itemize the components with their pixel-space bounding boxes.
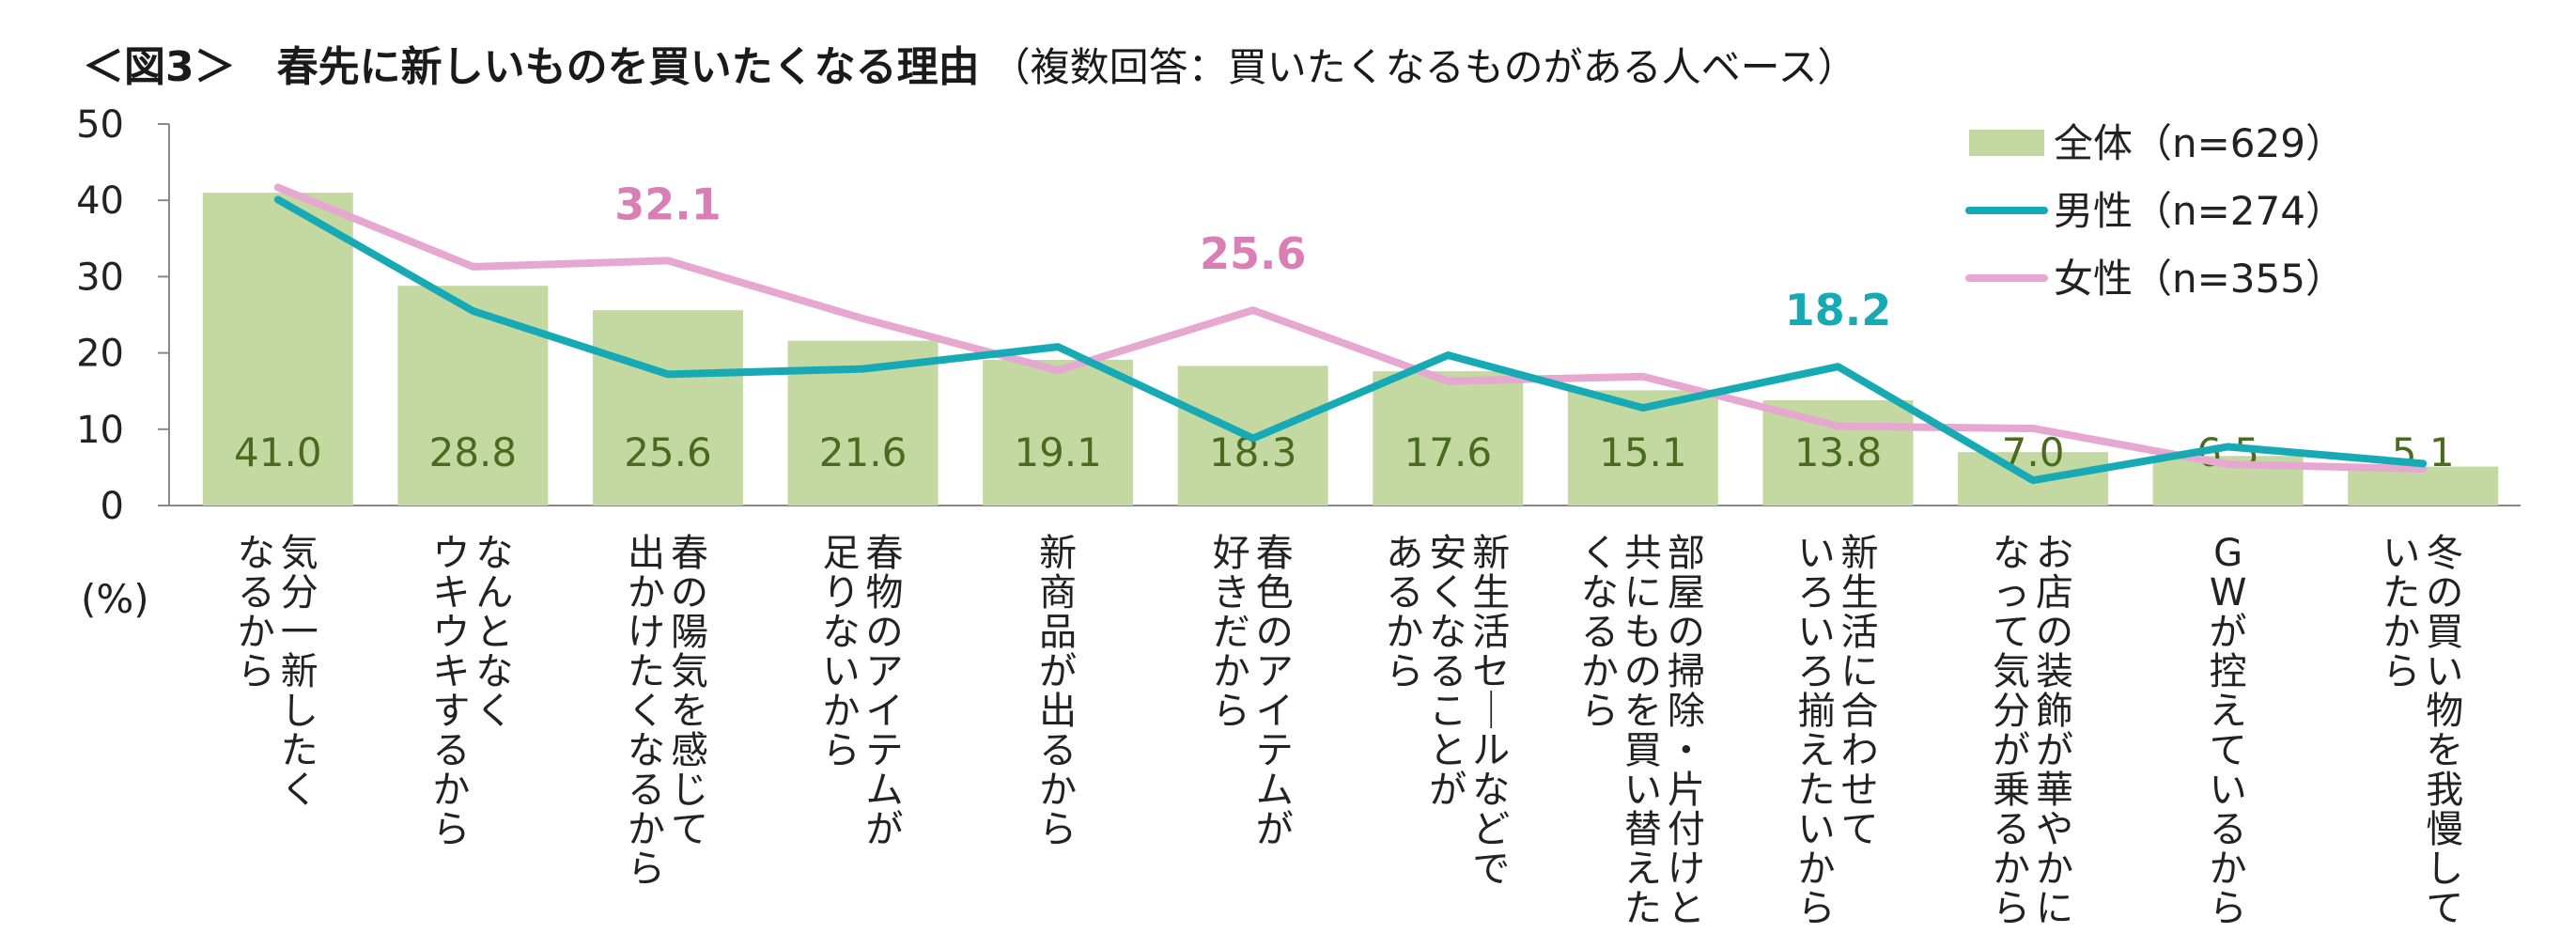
chart-title-note: （複数回答：買いたくなるものがある人ベース） (991, 44, 1857, 90)
x-tick-label-line: なるから (238, 532, 275, 693)
female-point-5 (1056, 368, 1061, 373)
female-point-7 (1446, 379, 1451, 383)
male-point-10 (2031, 478, 2036, 483)
x-tick-label-line: なって気分が乗るから (1993, 532, 2030, 930)
male-point-7 (1446, 353, 1451, 358)
x-tick-label-line: 新生活セ｜ルなどで (1472, 532, 1510, 891)
annotation-label: 25.6 (1200, 228, 1307, 279)
x-tick-label-line: 好きだから (1213, 532, 1250, 733)
x-tick-label-line: 足りないから (823, 532, 861, 772)
male-point-3 (665, 372, 670, 377)
x-tick-label-line: お店の装飾が華やかに (2036, 532, 2073, 930)
x-tick-label-line: 春色のアイテムが (1256, 532, 1294, 851)
legend-swatch-total (1969, 130, 2044, 156)
bar-7 (1373, 371, 1524, 506)
bar-12 (2348, 466, 2499, 506)
male-point-1 (275, 197, 280, 202)
x-tick-label-line: あるから (1386, 532, 1423, 693)
x-tick-label-line: 新商品が出るから (1039, 532, 1077, 851)
female-point-12 (2421, 467, 2426, 472)
male-point-2 (471, 308, 475, 313)
female-point-9 (1836, 424, 1840, 428)
annotation-label: 18.2 (1785, 285, 1892, 335)
bar-value-label: 19.1 (1014, 429, 1102, 475)
female-point-8 (1640, 374, 1645, 379)
bar-value-label: 15.1 (1599, 429, 1687, 475)
bar-5 (983, 359, 1134, 506)
female-point-4 (861, 317, 865, 321)
x-tick-label-line: 部屋の掃除・片付けと (1668, 532, 1705, 930)
y-axis-unit: (%) (81, 576, 149, 622)
bar-value-label: 17.6 (1404, 429, 1493, 475)
x-tick-label-line: なんとなく (475, 532, 513, 733)
male-point-8 (1640, 406, 1645, 411)
x-tick-label-line: 春の陽気を感じて (671, 532, 708, 851)
male-point-9 (1836, 365, 1840, 369)
x-tick-label-line: 共にものを買い替えた (1624, 532, 1662, 930)
x-tick-label-line: 冬の買い物を我慢して (2426, 532, 2463, 930)
female-point-10 (2031, 426, 2036, 430)
x-tick-label-line: 出かけたくなるから (628, 532, 665, 891)
bar-value-label: 21.6 (819, 429, 908, 475)
x-tick-label-line: くなるから (1581, 532, 1619, 733)
y-tick-label: 10 (76, 409, 124, 452)
y-tick-label: 40 (76, 179, 124, 223)
female-point-11 (2226, 462, 2230, 467)
male-point-6 (1250, 436, 1255, 441)
female-point-2 (471, 264, 475, 269)
y-tick-label: 50 (76, 103, 124, 147)
bar-9 (1762, 399, 1914, 506)
female-point-6 (1250, 308, 1255, 313)
x-tick-label: 新商品が出るから (1039, 532, 1077, 851)
chart-title: ＜図3＞ 春先に新しいものを買いたくなる理由 (83, 43, 980, 91)
bar-1 (202, 193, 353, 506)
legend-label: 全体（n=629） (2054, 120, 2345, 166)
x-tick-label-line: ウキウキするから (432, 532, 470, 851)
x-tick-label: G W が控えているから (2210, 532, 2247, 930)
female-line (273, 183, 2428, 474)
y-tick-label: 20 (76, 333, 124, 376)
y-tick-label: 30 (76, 256, 124, 299)
legend-label: 男性（n=274） (2054, 188, 2345, 234)
x-tick-label-line: 新生活に合わせて (1840, 532, 1878, 851)
male-line (273, 195, 2428, 485)
female-point-1 (275, 185, 280, 190)
x-tick-label-line: いたから (2382, 532, 2420, 693)
x-tick-label-line: 安くなることが (1429, 532, 1466, 812)
bar-value-label: 13.8 (1794, 429, 1883, 475)
male-point-11 (2226, 444, 2230, 449)
bar-value-label: 25.6 (624, 429, 712, 475)
x-tick-label-line: 春物のアイテムが (866, 532, 904, 851)
legend-label: 女性（n=355） (2054, 256, 2345, 302)
x-tick-label-line: G W が控えているから (2210, 532, 2247, 930)
male-point-4 (861, 366, 865, 371)
bar-3 (592, 310, 743, 506)
y-tick-label: 0 (101, 485, 124, 528)
annotation-label: 32.1 (614, 179, 722, 229)
bar-value-label: 41.0 (234, 429, 322, 475)
x-tick-label-line: 気分一新したく (281, 532, 318, 812)
female-point-3 (665, 258, 670, 263)
bar-2 (397, 286, 549, 506)
male-point-5 (1056, 345, 1061, 350)
male-point-12 (2421, 461, 2426, 466)
x-tick-label-line: いろいろ揃えたいから (1797, 532, 1835, 930)
bar-value-label: 28.8 (429, 429, 518, 475)
